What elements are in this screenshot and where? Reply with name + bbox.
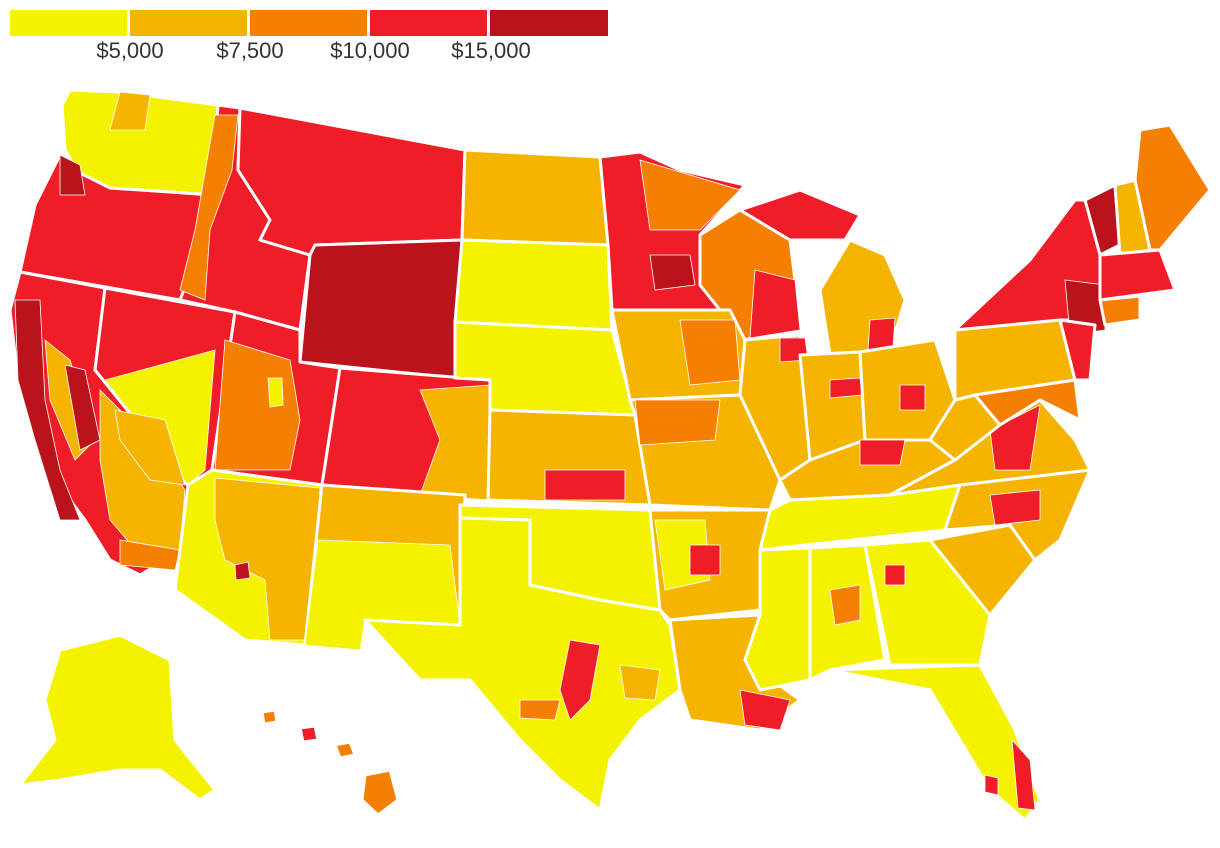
us-choropleth-map: [8, 88, 1212, 822]
state-north-dakota: [460, 148, 610, 247]
region-ga-atl: [884, 564, 906, 586]
state-south-dakota: [453, 238, 614, 332]
region-ks-wichita: [544, 469, 626, 501]
state-new-jersey: [1058, 318, 1097, 382]
legend-bin-3: [250, 10, 367, 36]
region-nv-pocket: [114, 409, 186, 486]
region-la-south: [739, 689, 791, 731]
region-ca-coast: [14, 299, 81, 521]
state-massachusetts: [1098, 248, 1177, 302]
region-wi-east: [749, 269, 801, 339]
region-va-north: [989, 404, 1041, 471]
state-florida: [828, 663, 1042, 822]
legend-label-7500: $7,500: [216, 38, 284, 63]
legend-bin-1: [10, 10, 127, 36]
region-mn-twin: [649, 254, 696, 291]
color-legend: $5,000 $7,500 $10,000 $15,000: [10, 10, 608, 70]
region-in-indy: [829, 377, 863, 399]
region-tx-dallas: [559, 639, 601, 721]
region-ar-lr: [689, 544, 721, 576]
state-maine: [1133, 123, 1212, 252]
legend-bin-4: [370, 10, 487, 36]
region-or-portland: [59, 154, 86, 196]
region-fl-keys: [984, 774, 999, 796]
region-mn-north: [639, 159, 741, 231]
legend-label-5000: $5,000: [96, 38, 164, 63]
legend-label-15000: $15,000: [451, 38, 531, 63]
region-ca-sierra: [64, 364, 101, 451]
legend-label-10000: $10,000: [330, 38, 410, 63]
state-maryland: [973, 378, 1082, 427]
legend-bin-5: [490, 10, 608, 36]
state-hawaii-kauai: [260, 708, 279, 726]
state-wyoming: [298, 238, 464, 380]
region-al-central: [829, 584, 861, 626]
region-ut-central: [214, 339, 301, 471]
state-hawaii-big: [360, 768, 400, 817]
state-hawaii-maui: [333, 740, 357, 760]
state-hawaii-oahu: [298, 724, 320, 744]
region-mi-detroit: [867, 317, 896, 351]
region-fl-se: [1011, 738, 1036, 811]
region-wa-east: [109, 91, 151, 131]
region-nc-triangle: [989, 489, 1041, 526]
region-az-phoenix: [234, 561, 251, 581]
region-ut-park: [267, 377, 284, 408]
state-montana: [236, 106, 467, 257]
state-michigan-up: [738, 188, 862, 242]
region-oh-columbus: [899, 384, 926, 411]
state-alaska: [18, 633, 217, 802]
region-tx-houston: [619, 664, 661, 701]
region-id-west: [179, 114, 239, 301]
legend-bin-2: [130, 10, 247, 36]
state-texas: [363, 516, 682, 812]
region-ca-south: [119, 539, 181, 571]
region-ia-east: [679, 319, 741, 386]
states-layer: [8, 88, 1212, 822]
region-ky-north: [859, 439, 906, 466]
region-mo-north: [634, 399, 721, 446]
region-tx-sa: [519, 699, 561, 721]
state-connecticut: [1098, 294, 1142, 327]
